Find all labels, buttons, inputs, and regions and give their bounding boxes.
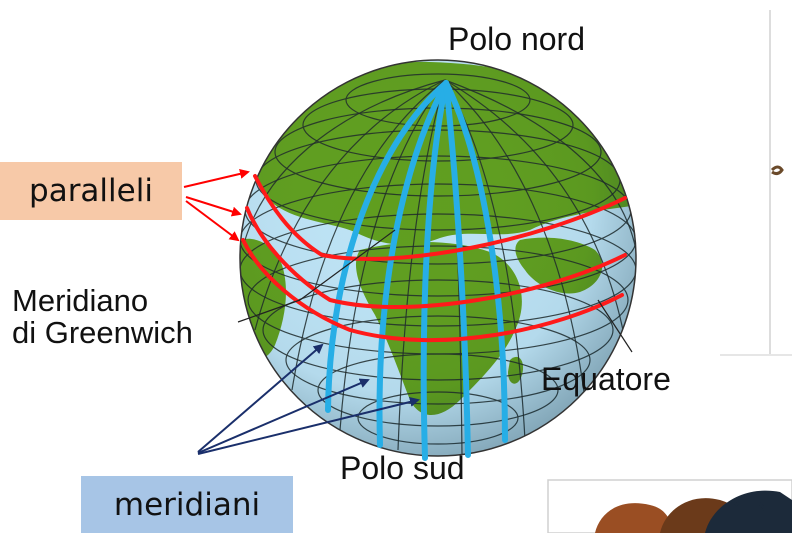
paralleli-label-box: paralleli [0,162,182,220]
highlighted-parallels [241,174,627,343]
highlighted-meridians [325,80,508,461]
meridiani-arrows [197,343,420,455]
meridian-2 [376,80,449,448]
parallel-2 [245,206,627,309]
globe-outline [239,59,637,457]
globe-illustration [239,59,637,457]
label-equatore: Equatore [541,361,671,397]
meridiani-label: meridiani [113,486,261,523]
meridian-1 [325,80,449,413]
equatore-pointer [597,299,633,353]
background-fragment [720,10,792,356]
parallel-1 [253,174,627,261]
paralleli-arrows [183,168,250,242]
meridian-3 [420,80,449,461]
greenwich-pointer [237,299,301,323]
greenwich-pointer-2 [299,229,396,301]
paralleli-label: paralleli [29,173,153,209]
label-polo-sud: Polo sud [340,450,465,486]
label-meridiano-line2: di Greenwich [12,315,193,350]
label-polo-nord: Polo nord [448,21,585,57]
meridiani-label-box: meridiani [81,476,293,533]
meridian-4 [443,80,471,458]
cartoon-people-fragment [547,479,792,533]
meridian-5 [443,80,508,443]
parallel-3 [241,238,624,343]
label-meridiano-line1: Meridiano [12,283,148,318]
